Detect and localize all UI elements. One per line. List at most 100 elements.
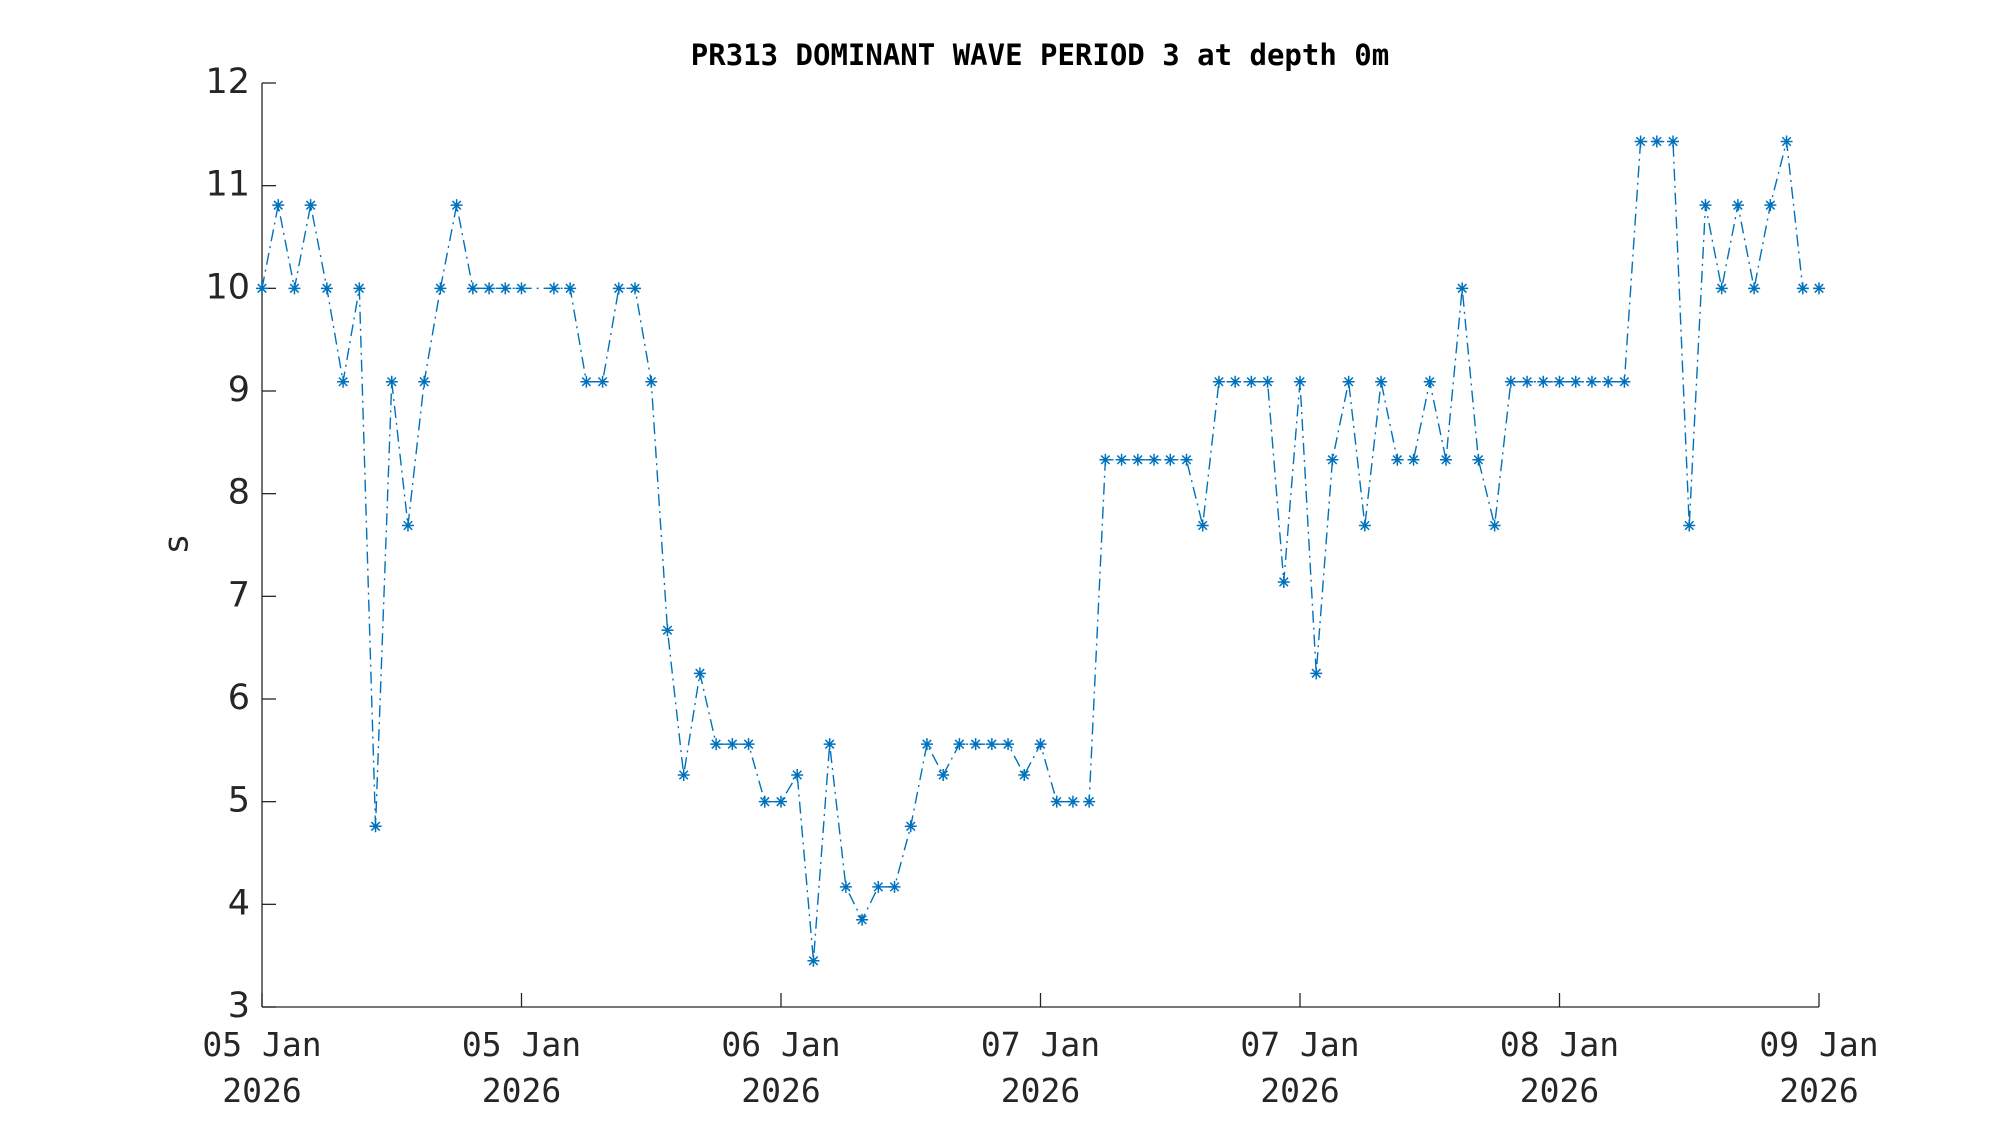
data-marker (1245, 375, 1258, 388)
data-marker (1683, 519, 1696, 532)
data-marker (856, 913, 869, 926)
data-marker (320, 282, 333, 295)
data-marker (969, 738, 982, 751)
data-marker (385, 375, 398, 388)
data-marker (693, 667, 706, 680)
data-marker (353, 282, 366, 295)
data-marker (1131, 453, 1144, 466)
y-tick-label: 7 (228, 575, 250, 615)
data-marker (1196, 519, 1209, 532)
data-marker (710, 738, 723, 751)
data-marker (823, 738, 836, 751)
data-marker (580, 375, 593, 388)
data-marker (920, 738, 933, 751)
data-marker (1813, 282, 1825, 295)
data-marker (1667, 135, 1680, 148)
data-marker (1456, 282, 1469, 295)
y-tick-label: 11 (205, 165, 250, 205)
data-marker (515, 282, 528, 295)
data-marker (401, 519, 414, 532)
data-marker (1602, 375, 1615, 388)
y-tick-label: 12 (205, 62, 250, 102)
data-marker (1018, 768, 1031, 781)
data-marker (1423, 375, 1436, 388)
data-marker (1002, 738, 1015, 751)
data-marker (1634, 135, 1647, 148)
data-marker (1764, 199, 1777, 212)
data-marker (645, 375, 658, 388)
x-tick-label: 07 Jan 2026 (980, 1025, 1101, 1110)
data-marker (304, 199, 317, 212)
data-marker (1650, 135, 1663, 148)
data-marker (1148, 453, 1161, 466)
data-marker (1310, 667, 1323, 680)
data-marker (953, 738, 966, 751)
data-marker (466, 282, 479, 295)
data-marker (288, 282, 301, 295)
data-marker (450, 199, 463, 212)
data-marker (1164, 453, 1177, 466)
data-marker (1521, 375, 1534, 388)
data-marker (1294, 375, 1306, 388)
data-marker (369, 820, 382, 833)
data-marker (629, 282, 642, 295)
data-marker (1066, 795, 1079, 808)
data-marker (1099, 453, 1112, 466)
y-axis-label: s (157, 535, 197, 553)
data-marker (775, 795, 787, 808)
y-tick-label: 6 (228, 678, 250, 718)
data-marker (1034, 738, 1047, 751)
data-marker (839, 880, 852, 893)
data-marker (1439, 453, 1452, 466)
x-tick-label: 09 Jan 2026 (1759, 1025, 1879, 1110)
data-marker (1569, 375, 1582, 388)
data-marker (807, 954, 820, 967)
data-marker (612, 282, 625, 295)
data-marker (1618, 375, 1631, 388)
data-marker (888, 880, 901, 893)
data-marker (1537, 375, 1550, 388)
data-marker (1715, 282, 1728, 295)
data-marker (1115, 453, 1128, 466)
data-marker (791, 768, 804, 781)
data-marker (434, 282, 447, 295)
x-tick-label: 05 Jan 2026 (461, 1025, 582, 1110)
data-marker (758, 795, 771, 808)
x-tick-label: 06 Jan 2026 (721, 1025, 841, 1110)
y-tick-label: 5 (228, 781, 250, 821)
data-marker (661, 624, 674, 637)
x-tick-label: 07 Jan 2026 (1240, 1025, 1360, 1110)
data-marker (499, 282, 512, 295)
y-tick-label: 4 (228, 883, 250, 923)
data-marker (1326, 453, 1339, 466)
data-marker (1212, 375, 1225, 388)
data-marker (1585, 375, 1598, 388)
y-tick-label: 10 (205, 267, 250, 307)
data-marker (418, 375, 431, 388)
data-marker (1780, 135, 1793, 148)
data-marker (1553, 375, 1566, 388)
data-marker (256, 282, 268, 295)
data-marker (1488, 519, 1501, 532)
x-tick-label: 08 Jan 2026 (1499, 1025, 1620, 1110)
data-marker (1472, 453, 1485, 466)
data-marker (1748, 282, 1761, 295)
chart-title: PR313 DOMINANT WAVE PERIOD 3 at depth 0m (691, 38, 1389, 72)
data-marker (742, 738, 755, 751)
data-line (261, 140, 1819, 961)
data-marker (596, 375, 609, 388)
data-marker (1261, 375, 1274, 388)
data-marker (1407, 453, 1420, 466)
y-tick-label: 3 (228, 986, 250, 1026)
y-tick-label: 9 (228, 370, 250, 410)
data-marker (1229, 375, 1242, 388)
data-marker (337, 375, 350, 388)
data-marker (1375, 375, 1388, 388)
data-marker (985, 738, 998, 751)
data-marker (1342, 375, 1355, 388)
data-marker (1391, 453, 1404, 466)
data-marker (677, 768, 690, 781)
data-marker (1277, 575, 1290, 588)
